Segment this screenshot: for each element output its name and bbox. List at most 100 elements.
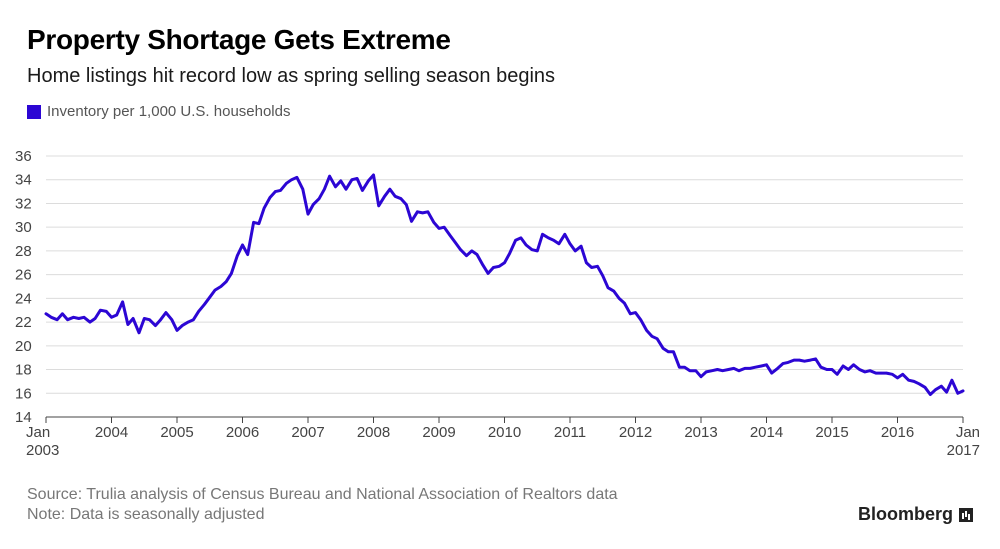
data-point xyxy=(459,248,462,251)
x-tick-label: 2016 xyxy=(881,424,914,441)
data-point xyxy=(950,379,954,382)
data-point xyxy=(830,368,834,371)
data-point xyxy=(716,368,719,371)
data-point xyxy=(596,265,599,268)
data-point xyxy=(486,272,490,275)
data-point xyxy=(208,296,211,299)
data-point xyxy=(328,175,331,178)
data-point xyxy=(563,233,566,236)
data-point xyxy=(634,311,637,314)
data-point xyxy=(416,210,419,213)
legend-swatch xyxy=(27,104,41,119)
data-point xyxy=(82,316,86,319)
data-point xyxy=(143,317,146,320)
x-tick-label: 2005 xyxy=(160,424,193,441)
data-point xyxy=(121,300,124,304)
data-point xyxy=(530,248,534,251)
data-point xyxy=(667,350,670,353)
x-tick-label: 2008 xyxy=(357,424,390,441)
data-point xyxy=(317,197,321,200)
data-point xyxy=(901,373,904,376)
x-tick-label: 2006 xyxy=(226,424,259,441)
x-tick-label: 2003 xyxy=(26,442,59,459)
data-point xyxy=(683,366,686,369)
data-point xyxy=(154,324,157,327)
data-point xyxy=(164,311,168,314)
data-point xyxy=(454,241,457,244)
data-point xyxy=(557,242,561,245)
data-point xyxy=(945,390,948,394)
data-point xyxy=(219,285,223,288)
data-point xyxy=(841,364,845,368)
data-point xyxy=(514,239,517,242)
x-tick-label: 2013 xyxy=(684,424,717,441)
y-tick-label: 26 xyxy=(15,267,32,284)
chart-title: Property Shortage Gets Extreme xyxy=(27,24,451,55)
data-point xyxy=(148,318,151,321)
series-layer xyxy=(44,173,965,396)
data-point xyxy=(727,368,730,371)
y-tick-label: 18 xyxy=(15,362,32,379)
data-point xyxy=(197,310,200,313)
data-point xyxy=(372,173,375,177)
legend-label: Inventory per 1,000 U.S. households xyxy=(47,103,291,120)
data-point xyxy=(498,265,501,268)
y-tick-label: 28 xyxy=(15,243,32,260)
data-point xyxy=(475,253,479,256)
data-point xyxy=(339,179,342,183)
data-point xyxy=(110,316,113,319)
gridlines xyxy=(46,155,963,394)
y-tick-label: 22 xyxy=(15,314,32,331)
data-point xyxy=(290,178,293,181)
data-point xyxy=(355,177,359,180)
data-point xyxy=(874,371,878,375)
data-point xyxy=(203,303,206,306)
data-point xyxy=(699,375,703,378)
data-point xyxy=(388,188,392,191)
data-point xyxy=(115,313,118,317)
data-point xyxy=(175,329,179,332)
data-point xyxy=(868,369,872,372)
data-point xyxy=(732,367,735,370)
data-point xyxy=(262,207,266,210)
data-point xyxy=(312,203,315,206)
data-point xyxy=(694,369,697,372)
y-tick-label: 14 xyxy=(15,409,32,426)
chart-subtitle: Home listings hit record low as spring s… xyxy=(27,65,556,87)
data-point xyxy=(885,371,888,375)
data-point xyxy=(274,190,277,193)
data-point xyxy=(574,249,577,253)
data-point xyxy=(858,368,861,371)
data-point xyxy=(361,189,364,192)
x-tick-label: 2011 xyxy=(554,424,586,441)
data-point xyxy=(825,368,828,371)
data-point xyxy=(159,318,162,321)
data-point xyxy=(688,369,692,372)
data-point xyxy=(792,358,796,362)
data-point xyxy=(743,367,747,370)
data-point xyxy=(367,179,370,183)
data-point xyxy=(776,367,779,370)
data-point xyxy=(72,316,75,319)
x-tick-label: 2004 xyxy=(95,424,128,441)
x-tick-label: 2010 xyxy=(488,424,521,441)
data-point xyxy=(443,226,446,229)
data-point xyxy=(934,388,937,391)
source-note: Source: Trulia analysis of Census Bureau… xyxy=(27,486,618,503)
y-tick-label: 34 xyxy=(15,172,32,189)
data-point xyxy=(383,195,386,198)
data-point xyxy=(426,210,430,213)
data-point xyxy=(105,310,108,313)
adjustment-note: Note: Data is seasonally adjusted xyxy=(27,506,265,523)
data-point xyxy=(786,361,790,364)
data-point xyxy=(639,318,642,321)
data-point xyxy=(754,366,757,369)
data-point xyxy=(606,286,610,289)
data-point xyxy=(465,254,468,257)
data-point xyxy=(66,318,69,321)
data-point xyxy=(350,178,354,181)
data-point xyxy=(645,329,648,332)
data-point xyxy=(629,312,632,315)
data-point xyxy=(547,236,550,240)
